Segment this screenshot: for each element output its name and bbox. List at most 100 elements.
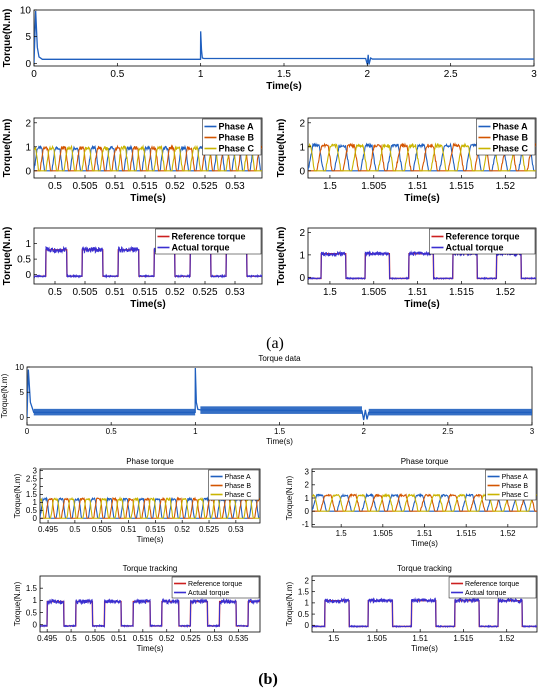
x-tick-label: 1.52 (496, 181, 516, 192)
x-tick-label: 1.52 (496, 287, 516, 298)
y-tick-label: 2 (33, 482, 38, 491)
panel-label-a: (a) (266, 335, 284, 352)
x-tick-label: 0.51 (105, 181, 125, 192)
x-tick-label: 1.5 (274, 427, 286, 436)
series-line-phase-a (312, 492, 537, 512)
x-tick-label: 2.5 (442, 427, 454, 436)
legend: Reference torque Actual torque (448, 576, 537, 599)
y-axis-label: Torque(N.m) (2, 9, 13, 68)
y-tick-label: 3 (33, 466, 38, 475)
noise-band (33, 408, 196, 416)
x-tick-label: 1.5 (323, 181, 337, 192)
y-tick-label: 1.5 (298, 587, 310, 596)
y-tick-label: 0.5 (17, 255, 31, 266)
x-tick-label: 1.515 (449, 287, 474, 298)
x-tick-label: 0.53 (225, 181, 245, 192)
chart-title: Torque data (258, 354, 301, 363)
legend-box (155, 228, 262, 255)
plot-frame (307, 117, 537, 179)
x-tick-label: 1.52 (500, 529, 516, 538)
chart-a_torque: 0 0.5 1 1.5 2 2.5 3 0 5 10 Time(s) Torque(N.m) (2, 6, 537, 93)
y-axis-label: Torque(N.m) (276, 119, 287, 178)
x-tick-label: 1.515 (449, 181, 474, 192)
chart-a_track_right: 1.5 1.505 1.51 1.515 1.52 0 1 2 Time(s) Torque(N.… (276, 227, 537, 310)
x-tick-label: 0.515 (133, 634, 154, 643)
x-tick-label: 0.53 (207, 634, 223, 643)
legend-label: Phase B (492, 133, 528, 143)
legend-label: Phase B (502, 483, 529, 490)
y-axis-label: Torque(N.m) (285, 475, 294, 520)
legend-label: Reference torque (188, 581, 242, 588)
x-tick-label: 1.5 (277, 69, 291, 80)
y-tick-label: 1 (299, 142, 305, 153)
chart-a_phase_right: 1.5 1.505 1.51 1.515 1.52 0 1 2 Time(s) Torque(N.… (276, 117, 537, 204)
x-tick-label: 0 (31, 69, 37, 80)
legend-label: Actual torque (445, 243, 503, 253)
x-tick-label: 0.505 (92, 525, 113, 534)
panel-label-b: (b) (258, 671, 278, 688)
legend-label: Reference torque (445, 232, 519, 242)
x-tick-label: 0.525 (181, 634, 202, 643)
x-tick-label: 0.52 (165, 181, 185, 192)
plot-area (34, 245, 262, 279)
y-axis-label: Torque(N.m) (13, 473, 22, 518)
x-tick-label: 0.515 (132, 287, 157, 298)
x-tick-label: 0.505 (72, 181, 97, 192)
y-tick-label: 1.5 (26, 584, 38, 593)
legend-label: Actual torque (465, 590, 506, 597)
x-tick-label: 0.5 (110, 69, 124, 80)
legend-label: Phase C (492, 144, 528, 154)
x-tick-label: 0.52 (174, 525, 190, 534)
series-line-phase-a (34, 144, 262, 172)
plot-area (40, 597, 260, 629)
noise-band (368, 408, 532, 416)
plot-frame (311, 575, 538, 633)
x-tick-label: 0.5 (106, 427, 118, 436)
plot-area (40, 496, 260, 519)
chart-b_phase_right: Phase torque 1.5 1.505 1.51 1.515 1.52 -1 0 1 2 3 T… (285, 457, 538, 548)
x-tick-label: 1.505 (367, 634, 388, 643)
series-line (27, 367, 532, 421)
x-tick-label: 1.505 (373, 529, 394, 538)
legend-label: Reference torque (465, 581, 519, 588)
y-tick-label: 2 (305, 481, 310, 490)
y-tick-label: 1 (25, 142, 31, 153)
y-tick-label: 0 (25, 59, 31, 70)
chart-a_track_left: 0.5 0.505 0.51 0.515 0.52 0.525 0.5300.51Time(… (2, 227, 263, 310)
y-tick-label: 5 (20, 388, 25, 397)
x-tick-label: 3 (530, 427, 535, 436)
y-tick-label: 0 (20, 413, 25, 422)
legend-label: Phase A (218, 122, 254, 132)
legend-label: Phase B (225, 483, 252, 490)
plot-frame (39, 575, 261, 633)
x-axis-label: Time(s) (137, 535, 164, 544)
x-tick-label: 1.51 (412, 634, 428, 643)
x-tick-label: 1.51 (408, 287, 428, 298)
x-tick-label: 1.5 (323, 287, 337, 298)
x-tick-label: 0.5 (48, 181, 62, 192)
y-tick-label: 1.5 (26, 490, 38, 499)
series-line-actual-torque (34, 245, 262, 279)
x-tick-label: 0.51 (111, 634, 127, 643)
y-tick-label: -1 (302, 520, 310, 529)
series-line-phase-c (40, 496, 260, 519)
plot-frame (307, 227, 537, 285)
y-tick-label: 0 (33, 514, 38, 523)
x-tick-label: 2 (365, 69, 371, 80)
x-tick-label: 0.5 (48, 287, 62, 298)
x-tick-label: 1.5 (336, 529, 348, 538)
legend-label: Phase C (225, 492, 252, 499)
y-tick-label: 0 (305, 507, 310, 516)
plot-frame (33, 227, 263, 285)
chart-a_phase_left: 0.5 0.505 0.51 0.515 0.52 0.525 0.53 0 1 2 Time(s)… (2, 117, 263, 204)
x-tick-label: 1.5 (328, 634, 340, 643)
plot-area (308, 250, 536, 281)
chart-title: Torque tracking (397, 564, 452, 573)
x-tick-label: 0.5 (66, 634, 78, 643)
